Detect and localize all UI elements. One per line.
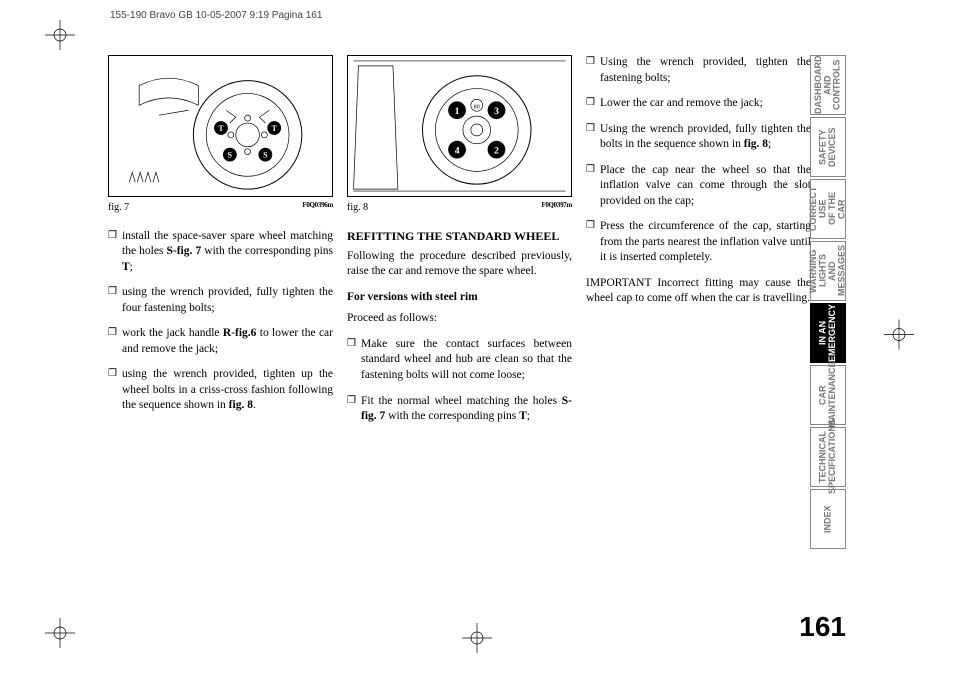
print-header: 155-190 Bravo GB 10-05-2007 9:19 Pagina … (110, 10, 322, 21)
svg-text:S: S (263, 151, 268, 160)
col2-bullet-1: Make sure the contact surfaces between s… (347, 337, 572, 384)
col1-bullet-4: using the wrench provided, tighten up th… (108, 367, 333, 414)
col3-bullet-2: Lower the car and remove the jack; (586, 96, 811, 112)
fig7-label: fig. 7 (108, 201, 129, 215)
col1-bullet-2: using the wrench provided, fully tighten… (108, 285, 333, 316)
svg-text:4: 4 (455, 146, 460, 157)
fig7-code: F0Q0396m (302, 201, 333, 215)
svg-text:2: 2 (494, 146, 499, 157)
tab-emergency[interactable]: IN AN EMERGENCY (810, 303, 846, 363)
refitting-para: Following the procedure described previo… (347, 249, 572, 280)
svg-text:3: 3 (494, 106, 499, 117)
svg-text:S: S (228, 151, 233, 160)
column-2: 1 3 4 2 80 fig. 8 F0Q0397m REFITTING THE… (347, 55, 572, 435)
tab-index[interactable]: INDEX (810, 489, 846, 549)
tab-warning-lights[interactable]: WARNING LIGHTS AND MESSAGES (810, 241, 846, 301)
crop-mark-top-left (45, 20, 75, 55)
page-number: 161 (799, 611, 846, 643)
figure-7-illustration: T T S S (108, 55, 333, 197)
col3-bullet-4: Place the cap near the wheel so that the… (586, 163, 811, 210)
fig8-label: fig. 8 (347, 201, 368, 215)
tab-dashboard[interactable]: DASHBOARD AND CONTROLS (810, 55, 846, 115)
col3-bullet-5: Press the circumference of the cap, star… (586, 219, 811, 266)
figure-8-illustration: 1 3 4 2 80 (347, 55, 572, 197)
proceed-para: Proceed as follows: (347, 311, 572, 327)
fig8-code: F0Q0397m (541, 201, 572, 215)
tab-technical[interactable]: TECHNICAL SPECIFICATIONS (810, 427, 846, 487)
col3-bullet-3: Using the wrench provided, fully tighten… (586, 122, 811, 153)
important-note: IMPORTANT Incorrect fitting may cause th… (586, 276, 811, 307)
section-tabs: DASHBOARD AND CONTROLS SAFETY DEVICES CO… (810, 55, 846, 551)
col1-bullet-3: work the jack handle R-fig.6 to lower th… (108, 326, 333, 357)
column-3: Using the wrench provided, tighten the f… (586, 55, 811, 435)
page-body: T T S S fig. 7 F0Q0396m install the spac… (108, 55, 846, 643)
col3-bullet-1: Using the wrench provided, tighten the f… (586, 55, 811, 86)
svg-text:T: T (218, 124, 224, 133)
svg-text:1: 1 (455, 106, 460, 117)
column-1: T T S S fig. 7 F0Q0396m install the spac… (108, 55, 333, 435)
refitting-heading: REFITTING THE STANDARD WHEEL (347, 229, 572, 243)
col2-bullet-2: Fit the normal wheel matching the holes … (347, 394, 572, 425)
steel-rim-heading: For versions with steel rim (347, 290, 572, 306)
tab-safety[interactable]: SAFETY DEVICES (810, 117, 846, 177)
tab-correct-use[interactable]: CORRECT USE OF THE CAR (810, 179, 846, 239)
col1-bullet-1: install the space-saver spare wheel matc… (108, 229, 333, 276)
tab-maintenance[interactable]: CAR MAINTENANCE (810, 365, 846, 425)
svg-text:80: 80 (474, 104, 480, 110)
crop-mark-bottom-left (45, 618, 75, 653)
svg-text:T: T (272, 124, 278, 133)
crop-mark-middle-right (884, 319, 914, 354)
